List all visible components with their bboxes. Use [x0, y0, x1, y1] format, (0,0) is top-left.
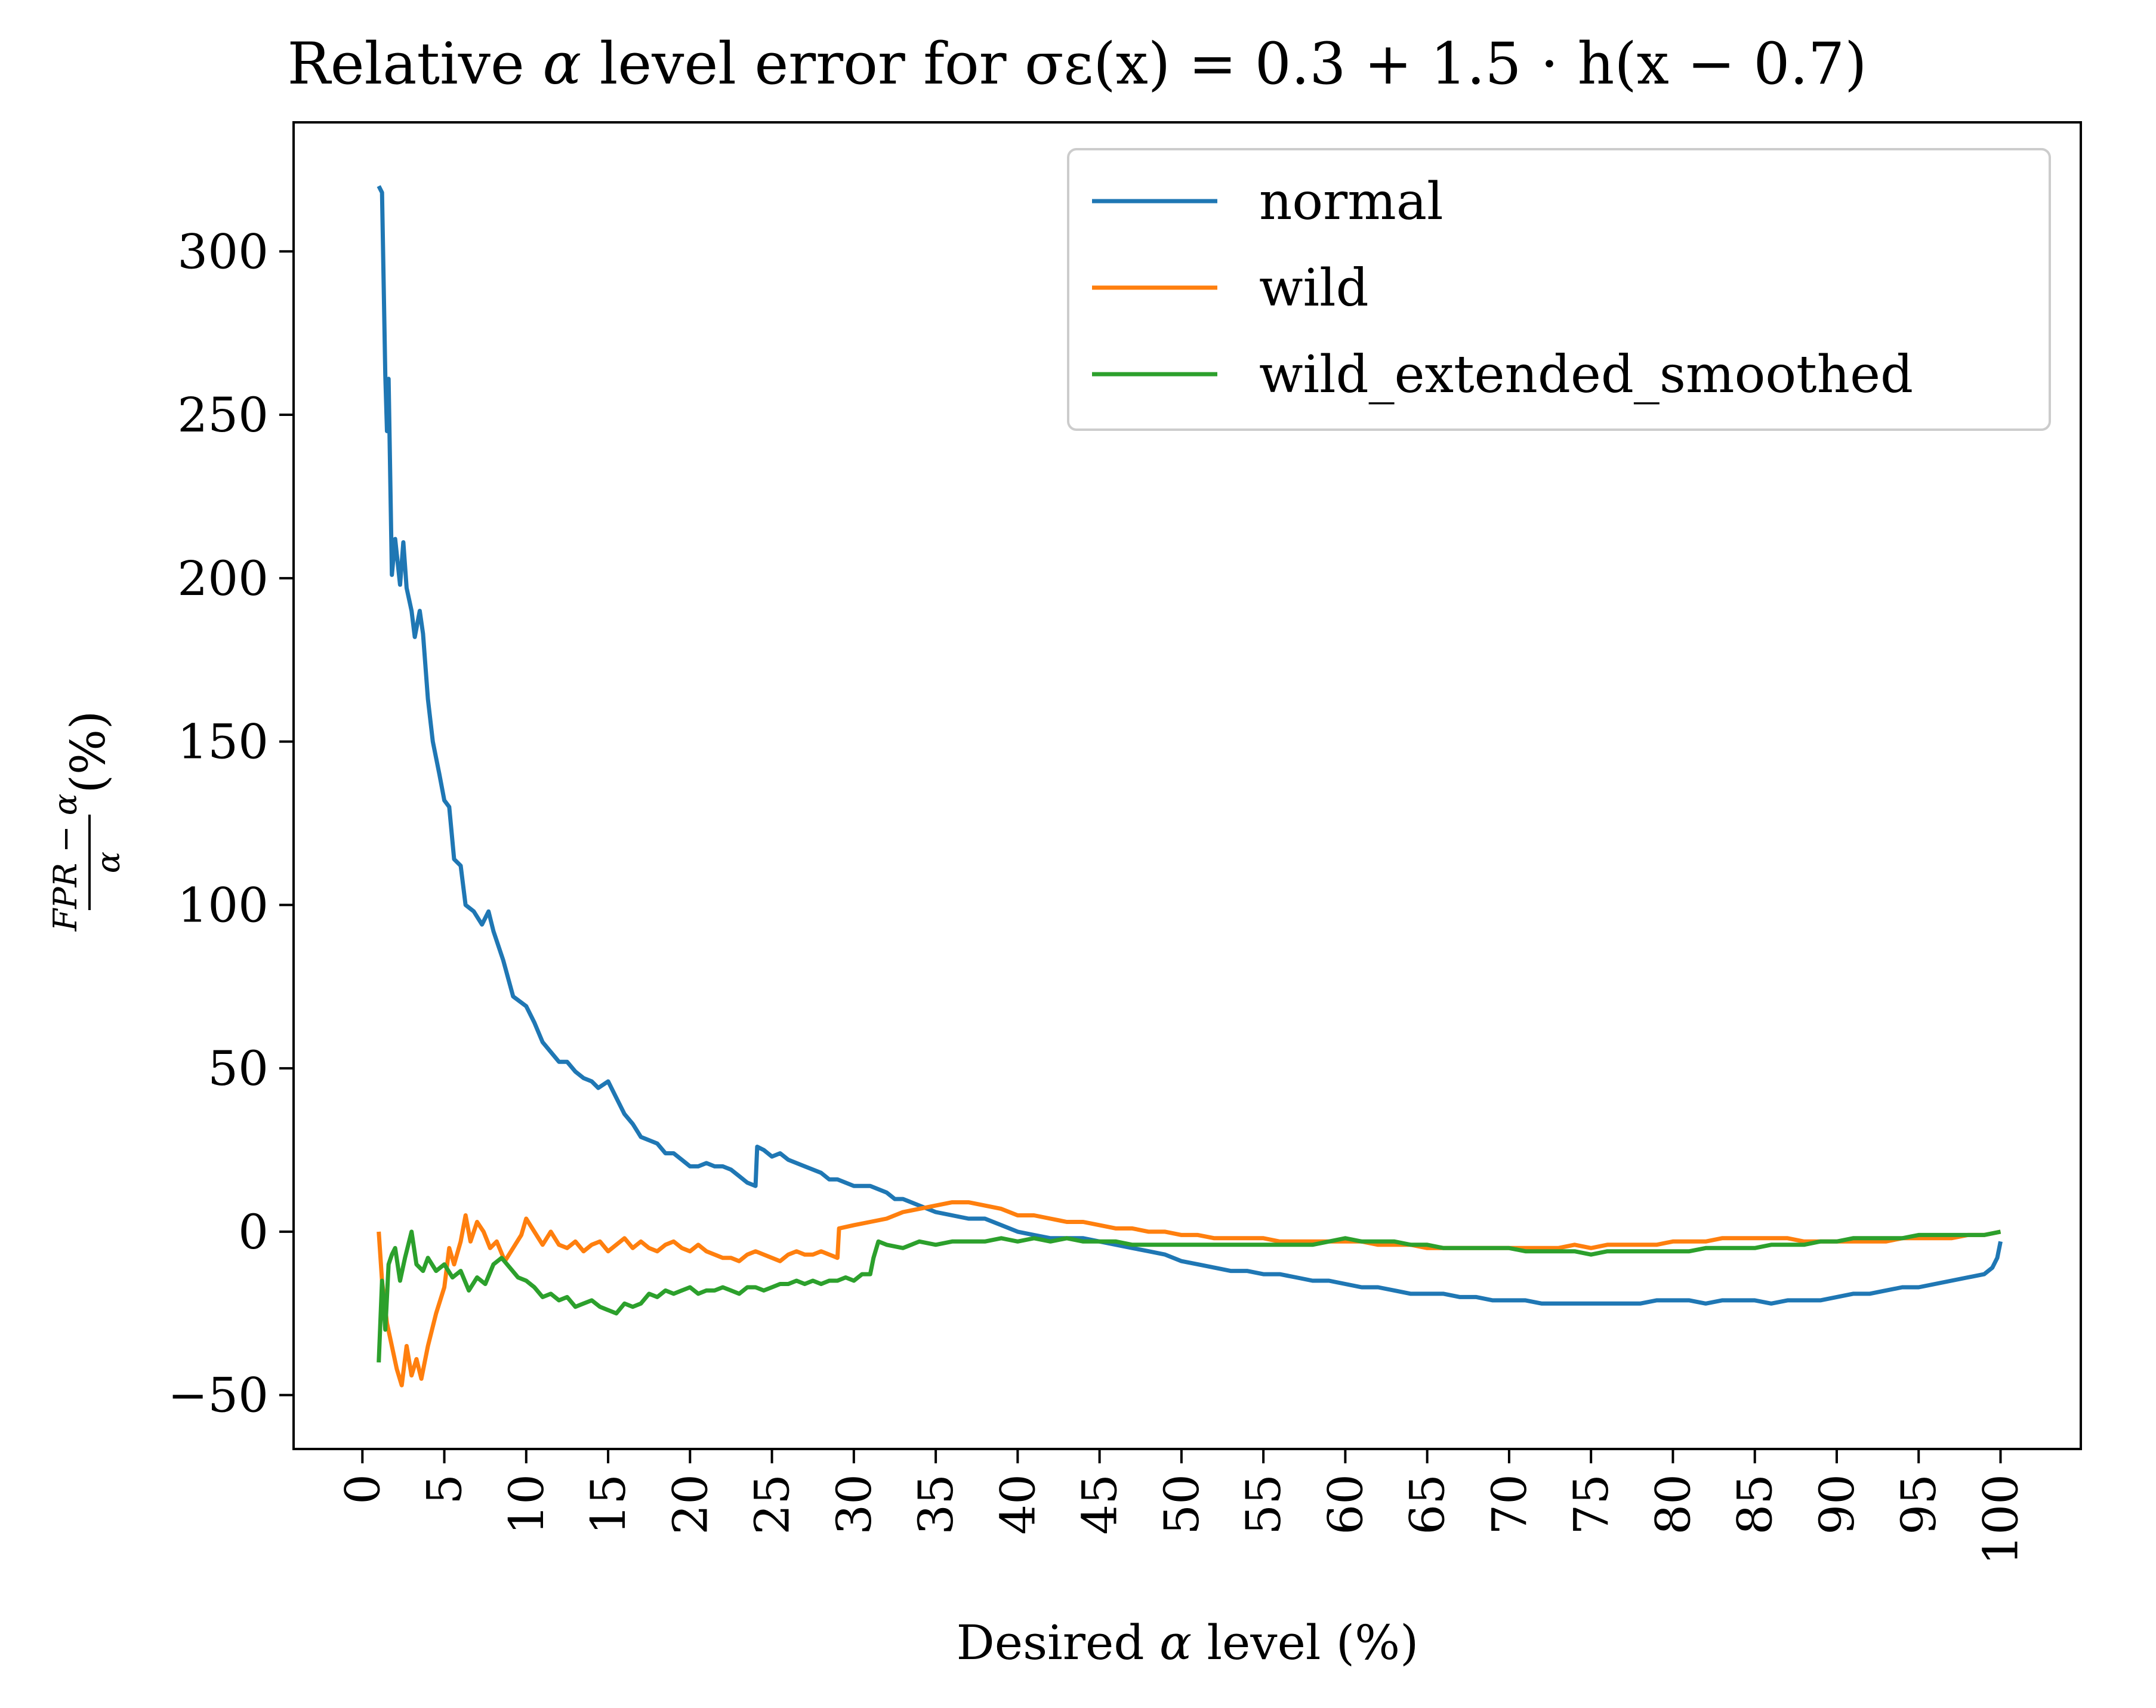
title-formula: σε(x) = 0.3 + 1.5 ⋅ h(x − 0.7): [1025, 30, 1867, 97]
y-axis-title: FPR − α α (%): [47, 711, 127, 932]
x-tick-label: 60: [1318, 1474, 1373, 1535]
y-tick-label: 150: [177, 714, 269, 770]
x-axis: 0 5 10 15 20 25 30 35 40 45 50 55 60 65 70 75 80 85 90 95 10…: [335, 1449, 2028, 1565]
x-tick-label: 20: [662, 1474, 718, 1535]
x-tick-label: 35: [908, 1474, 964, 1535]
x-tick-label: 30: [826, 1474, 882, 1535]
x-tick-label: 70: [1482, 1474, 1537, 1535]
x-tick-label: 10: [499, 1474, 554, 1535]
x-tick-label: 5: [417, 1474, 473, 1504]
legend-label-wild_extended_smoothed: wild_extended_smoothed: [1259, 345, 1913, 405]
y-tick-label: 50: [208, 1041, 269, 1096]
y-axis-title-unit: (%): [60, 711, 116, 793]
y-axis-title-numerator: FPR − α: [47, 794, 84, 932]
legend-label-normal: normal: [1259, 172, 1443, 232]
plot-frame: [292, 121, 2082, 1450]
series-line-normal: [377, 185, 2003, 1306]
x-tick-label: 80: [1645, 1474, 1701, 1535]
x-tick-label: 75: [1563, 1474, 1619, 1535]
x-tick-label: 15: [581, 1474, 636, 1535]
chart-title: Relative α level error for σε(x) = 0.3 +…: [287, 30, 1867, 97]
legend: normal wild wild_extended_smoothed: [1067, 148, 2051, 431]
y-tick-label: 250: [177, 387, 269, 443]
y-axis-title-denominator: α: [90, 852, 127, 873]
legend-box: [1067, 148, 2051, 431]
x-tick-label: 0: [335, 1474, 390, 1504]
legend-label-wild: wild: [1259, 258, 1369, 318]
x-tick-label: 55: [1236, 1474, 1291, 1535]
x-tick-label: 95: [1891, 1474, 1947, 1535]
series-line-wild_extended_smoothed: [377, 1229, 2001, 1363]
series-line-wild: [377, 1200, 2001, 1388]
x-tick-label: 65: [1400, 1474, 1455, 1535]
y-tick-label: 0: [238, 1204, 269, 1260]
y-tick-label: 100: [177, 877, 269, 933]
x-tick-label: 50: [1154, 1474, 1210, 1535]
x-tick-label: 90: [1809, 1474, 1865, 1535]
x-tick-label: 25: [745, 1474, 800, 1535]
x-tick-label: 40: [990, 1474, 1045, 1535]
x-tick-label: 100: [1973, 1474, 2028, 1565]
x-axis-title: Desired α level (%): [957, 1615, 1419, 1670]
x-tick-label: 85: [1728, 1474, 1783, 1535]
y-tick-label: −50: [168, 1368, 269, 1423]
y-tick-label: 200: [177, 551, 269, 606]
y-axis: −50 0 50 100 150 200 250 300: [168, 224, 294, 1423]
y-tick-label: 300: [177, 224, 269, 279]
series-layer: [377, 185, 2003, 1388]
x-tick-label: 45: [1072, 1474, 1128, 1535]
